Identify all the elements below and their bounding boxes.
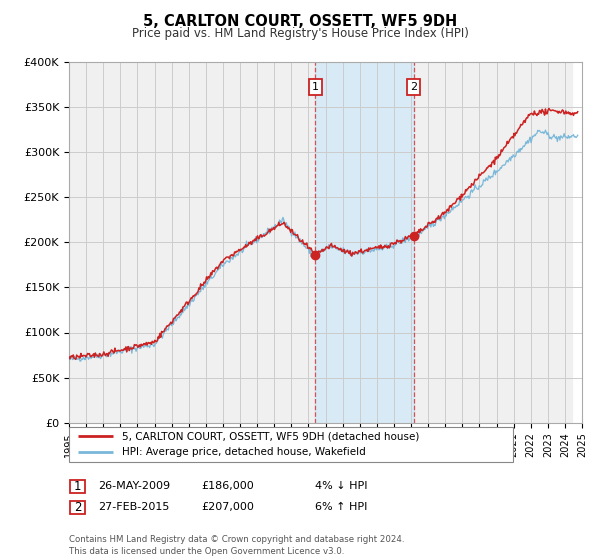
Text: 2: 2 xyxy=(410,82,417,92)
Text: Price paid vs. HM Land Registry's House Price Index (HPI): Price paid vs. HM Land Registry's House … xyxy=(131,27,469,40)
FancyBboxPatch shape xyxy=(70,501,85,514)
Text: 2: 2 xyxy=(74,501,81,514)
Text: 5, CARLTON COURT, OSSETT, WF5 9DH: 5, CARLTON COURT, OSSETT, WF5 9DH xyxy=(143,14,457,29)
Text: Contains HM Land Registry data © Crown copyright and database right 2024.
This d: Contains HM Land Registry data © Crown c… xyxy=(69,535,404,556)
FancyBboxPatch shape xyxy=(69,427,513,462)
Text: 6% ↑ HPI: 6% ↑ HPI xyxy=(315,502,367,512)
Text: 26-MAY-2009: 26-MAY-2009 xyxy=(98,480,170,491)
Text: £207,000: £207,000 xyxy=(201,502,254,512)
Text: 1: 1 xyxy=(312,82,319,92)
Text: 4% ↓ HPI: 4% ↓ HPI xyxy=(315,480,367,491)
Bar xyxy=(315,62,413,423)
FancyBboxPatch shape xyxy=(70,479,85,493)
Text: 5, CARLTON COURT, OSSETT, WF5 9DH (detached house): 5, CARLTON COURT, OSSETT, WF5 9DH (detac… xyxy=(122,431,419,441)
Text: £186,000: £186,000 xyxy=(201,480,254,491)
Text: HPI: Average price, detached house, Wakefield: HPI: Average price, detached house, Wake… xyxy=(122,447,366,458)
Bar xyxy=(574,62,582,423)
Text: 27-FEB-2015: 27-FEB-2015 xyxy=(98,502,169,512)
Text: 1: 1 xyxy=(74,479,81,493)
